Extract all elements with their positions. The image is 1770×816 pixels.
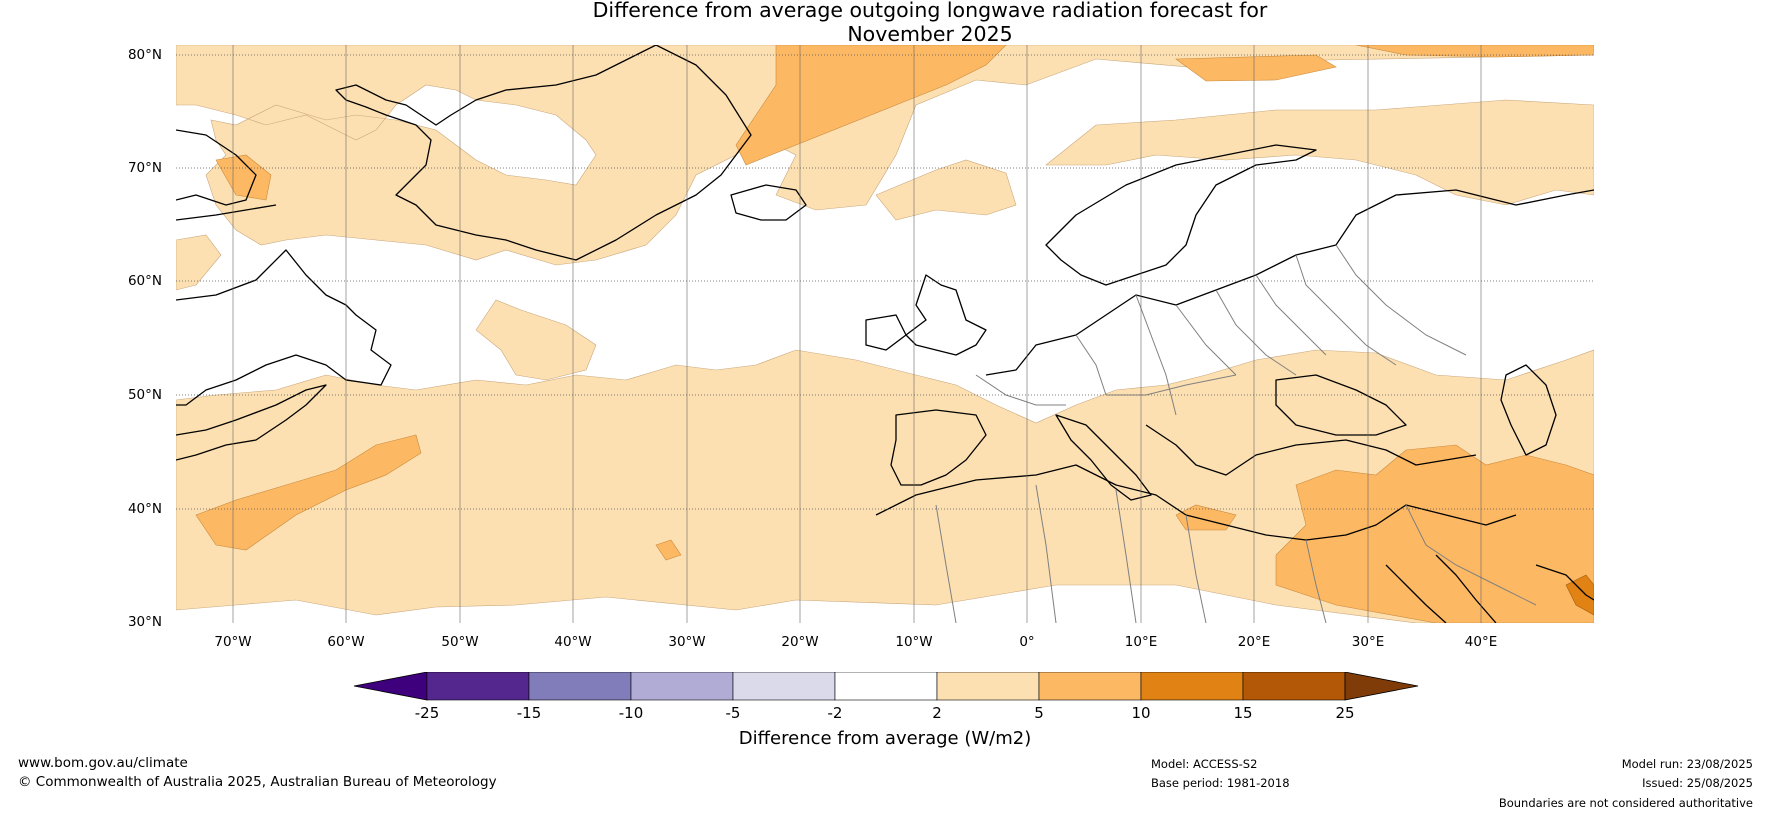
- colorbar-tick: 5: [1034, 704, 1044, 722]
- model-run: Model run: 23/08/2025: [1621, 757, 1753, 771]
- bom-url: www.bom.gov.au/climate: [18, 755, 188, 771]
- anomaly-labrador-patch: [215, 154, 272, 201]
- anomaly-5-10-areas: [195, 45, 1594, 623]
- lat-label-80n: 80°N: [127, 47, 162, 63]
- colorbar-segment: [528, 672, 632, 701]
- lon-label-20e: 20°E: [1237, 634, 1271, 650]
- lon-label-40w: 40°W: [554, 634, 592, 650]
- colorbar-tick: -25: [414, 704, 440, 722]
- anomaly-2-5-areas: [176, 45, 1594, 623]
- colorbar-segment: [936, 672, 1040, 701]
- labrador-coast: [176, 249, 392, 406]
- colorbar-tick: 15: [1233, 704, 1253, 722]
- lat-label-50n: 50°N: [127, 387, 162, 403]
- colorbar-segment: [1242, 672, 1346, 701]
- model-name: Model: ACCESS-S2: [1151, 757, 1258, 771]
- borders-europe: [975, 244, 1467, 416]
- colorbar-label: Difference from average (W/m2): [738, 728, 1032, 749]
- colorbar-segment: [834, 672, 938, 701]
- anomaly-greenland-sea-tongue: [735, 45, 1007, 166]
- uk-ireland-coast: [865, 274, 987, 356]
- borders-north-africa-mideast: [935, 484, 1537, 623]
- base-period: Base period: 1981-2018: [1151, 776, 1290, 790]
- map-canvas: [176, 45, 1594, 623]
- colorbar: [353, 672, 1419, 701]
- lon-label-40e: 40°E: [1464, 634, 1498, 650]
- graticule: [176, 54, 1594, 510]
- colorbar-extend-max: [1344, 672, 1419, 701]
- anomaly-svalbard-patch: [1175, 54, 1337, 82]
- lon-label-0: 0°: [1019, 634, 1035, 650]
- lat-label-40n: 40°N: [127, 501, 162, 517]
- nova-scotia-coast: [176, 384, 327, 461]
- meridians: [232, 45, 1482, 623]
- colorbar-segment: [630, 672, 734, 701]
- lon-label-70w: 70°W: [214, 634, 252, 650]
- colorbar-segments: [353, 672, 1419, 701]
- lat-label-60n: 60°N: [127, 273, 162, 289]
- colorbar-tick: -5: [725, 704, 741, 722]
- caspian-coast: [1500, 364, 1557, 456]
- anomaly-subtropical-band: [195, 434, 422, 551]
- colorbar-tick: 25: [1335, 704, 1355, 722]
- lon-label-30w: 30°W: [668, 634, 706, 650]
- red-sea-coast: [1385, 554, 1497, 623]
- lat-label-70n: 70°N: [127, 160, 162, 176]
- title-line-2: November 2025: [847, 22, 1013, 46]
- canada-arctic-coast: [176, 129, 277, 221]
- lon-label-60w: 60°W: [327, 634, 365, 650]
- chart-title: Difference from average outgoing longwav…: [430, 0, 1430, 46]
- lon-label-50w: 50°W: [441, 634, 479, 650]
- anomaly-map: [176, 45, 1594, 623]
- colorbar-extend-min: [353, 672, 428, 701]
- iceland-coast: [730, 184, 807, 221]
- title-line-1: Difference from average outgoing longwav…: [592, 0, 1268, 22]
- anomaly-barents-patch: [1355, 45, 1594, 58]
- lat-label-30n: 30°N: [127, 614, 162, 630]
- mediterranean-south-coast: [875, 464, 1517, 541]
- scandinavia-coast: [1045, 144, 1317, 286]
- greenland-coast: [335, 45, 752, 261]
- colorbar-segment: [1140, 672, 1244, 701]
- colorbar-tick: 10: [1131, 704, 1151, 722]
- colorbar-tick: -15: [516, 704, 542, 722]
- colorbar-tick: 2: [932, 704, 942, 722]
- anomaly-small-atlantic-dot: [655, 539, 682, 561]
- anomaly-subtropical-atlantic: [176, 349, 1594, 623]
- anomaly-north-atlantic-north: [176, 45, 1594, 266]
- lon-label-10w: 10°W: [895, 634, 933, 650]
- anomaly-mid-atlantic-patch: [475, 299, 597, 381]
- colorbar-segment: [1038, 672, 1142, 701]
- lon-label-10e: 10°E: [1124, 634, 1158, 650]
- anomaly-arabia-patch: [1565, 574, 1594, 616]
- iberia-coast: [890, 409, 987, 486]
- black-sea-coast: [1275, 374, 1407, 436]
- colorbar-tick: -2: [827, 704, 843, 722]
- anomaly-10-15-areas: [1565, 574, 1594, 616]
- boundaries-disclaimer: Boundaries are not considered authoritat…: [1498, 796, 1753, 810]
- anomaly-arctic-band: [1045, 99, 1594, 206]
- colorbar-tick: -10: [618, 704, 644, 722]
- balkans-turkey-coast: [1145, 424, 1477, 476]
- persian-gulf-coast: [1535, 564, 1594, 601]
- anomaly-west-edge-patch: [176, 234, 222, 291]
- colorbar-segment: [732, 672, 836, 701]
- lon-label-30e: 30°E: [1351, 634, 1385, 650]
- anomaly-east-med-mideast: [1275, 444, 1594, 623]
- lon-label-20w: 20°W: [781, 634, 819, 650]
- country-borders: [935, 244, 1537, 623]
- anomaly-iceland-patch: [875, 159, 1017, 221]
- issued-date: Issued: 25/08/2025: [1642, 776, 1753, 790]
- colorbar-segment: [426, 672, 530, 701]
- copyright: © Commonwealth of Australia 2025, Austra…: [18, 774, 497, 790]
